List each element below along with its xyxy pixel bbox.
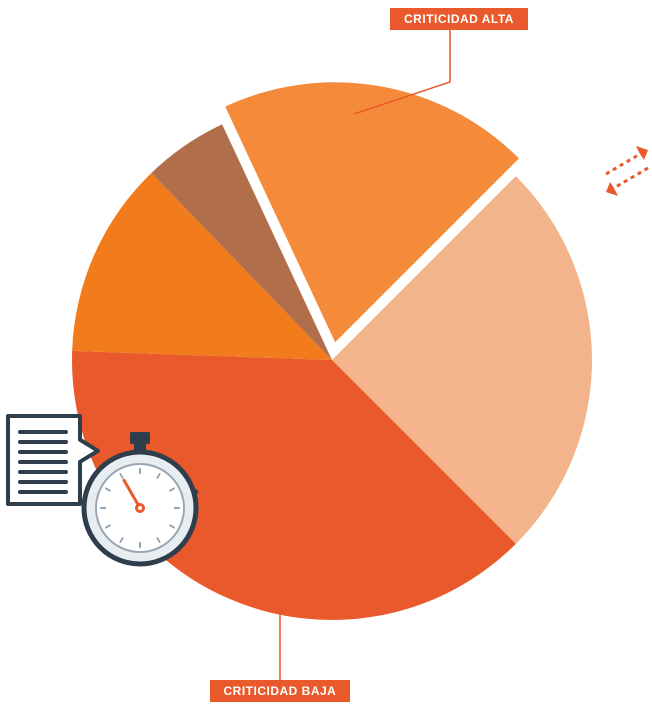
swap-arrows-icon bbox=[606, 146, 648, 196]
criticidad-pie-chart bbox=[0, 0, 652, 717]
